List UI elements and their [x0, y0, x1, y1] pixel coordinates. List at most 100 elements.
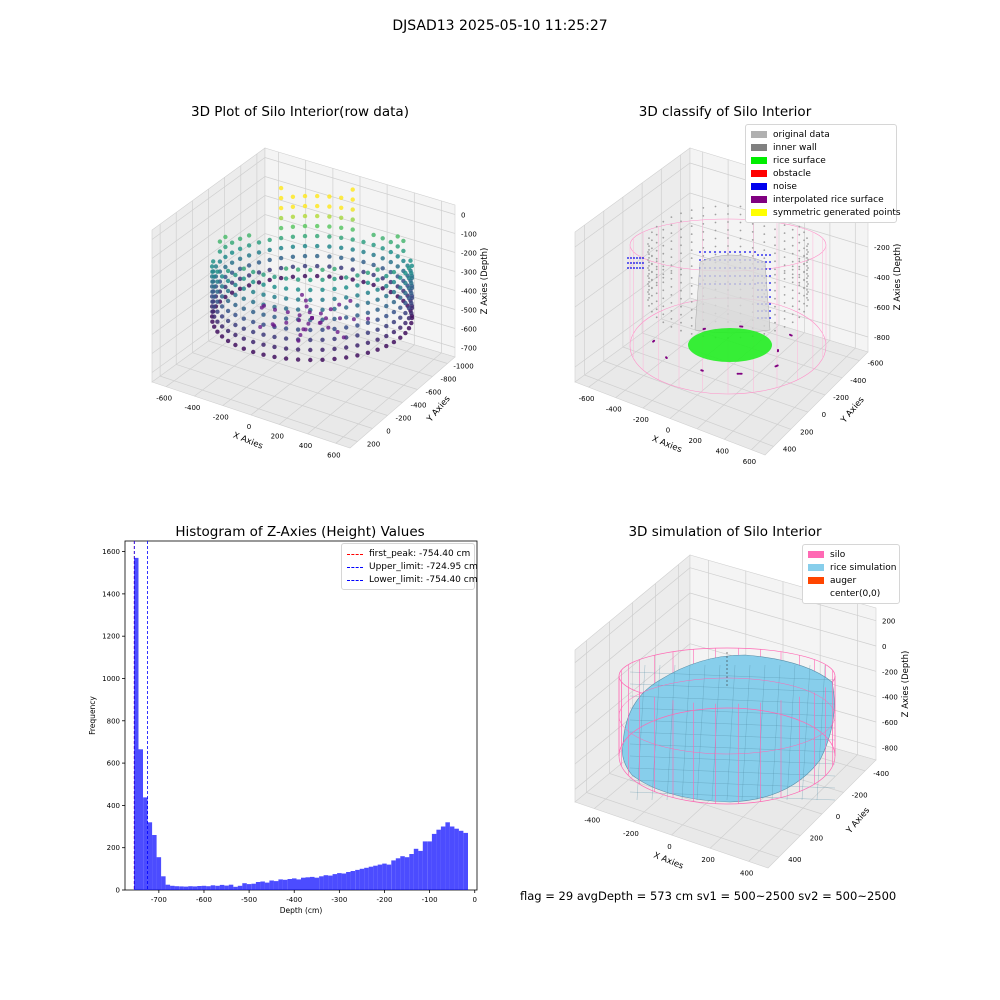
- wall-point: [798, 265, 801, 268]
- data-point: [267, 237, 272, 243]
- wall-point: [648, 297, 650, 299]
- histogram-bar: [400, 856, 405, 890]
- wall-point: [739, 253, 742, 256]
- data-point: [233, 332, 238, 338]
- wall-point: [680, 260, 682, 263]
- noise-point: [639, 257, 641, 259]
- data-point: [278, 235, 284, 241]
- z-tick-label: -500: [461, 307, 477, 315]
- interpolated-point: [741, 325, 744, 328]
- grid-line: [603, 211, 791, 430]
- data-point: [326, 325, 331, 330]
- y-tick-label: 0: [386, 428, 390, 436]
- data-point: [241, 316, 246, 321]
- histogram-bar: [314, 877, 319, 890]
- wall-point: [783, 294, 786, 296]
- wall-point: [670, 270, 673, 272]
- data-point: [320, 297, 325, 302]
- data-point: [344, 295, 349, 300]
- histogram-bar: [364, 867, 369, 890]
- wall-point: [680, 321, 682, 324]
- wall-point: [798, 233, 801, 236]
- wall-point: [806, 261, 808, 263]
- data-point: [332, 346, 337, 352]
- noise-point: [639, 262, 641, 264]
- histogram-bar: [445, 822, 450, 890]
- data-point: [223, 294, 228, 300]
- grid-line: [574, 222, 869, 308]
- grid-line: [224, 177, 418, 390]
- noise-point: [704, 251, 706, 253]
- wall-point: [648, 265, 650, 267]
- noise-point: [627, 267, 629, 269]
- noise-point: [719, 251, 721, 253]
- data-point: [332, 356, 337, 362]
- data-point: [344, 305, 349, 310]
- interpolated-point: [665, 356, 668, 359]
- wall-point: [806, 245, 808, 248]
- x-axis-label: Depth (cm): [280, 906, 323, 915]
- data-point: [344, 315, 349, 320]
- panel3-histogram: -700 -600 -500 -400 -300 -200 -100 0 0 200 400 600 8…: [88, 540, 478, 915]
- y-tick-label: -400: [411, 402, 427, 410]
- data-point: [241, 326, 246, 331]
- wall-point: [662, 313, 665, 316]
- data-point: [215, 289, 220, 294]
- data-point: [219, 314, 225, 319]
- data-point: [403, 270, 408, 276]
- histogram-bar: [273, 881, 279, 890]
- data-point: [241, 306, 246, 311]
- panel4-simulation-plot: -400 -200 0 200 400 400 200 0 -200 -400 200 0 -200 -4…: [574, 554, 911, 877]
- wall-point: [655, 249, 658, 252]
- data-point: [350, 237, 355, 242]
- silo-bottom-ring: [618, 707, 836, 805]
- x-tick-label: 200: [271, 432, 284, 440]
- wall-point: [763, 257, 766, 259]
- noise-point: [734, 251, 736, 253]
- histogram-bar: [337, 873, 342, 890]
- histogram-bar: [156, 857, 162, 890]
- wall-point: [714, 237, 717, 240]
- y-tick-label: 1000: [102, 675, 120, 683]
- histogram-bar: [404, 857, 410, 890]
- y-tick-label: 0: [822, 411, 826, 419]
- x-tick-label: -200: [623, 830, 639, 838]
- wall-point: [783, 302, 786, 304]
- grid-line: [574, 592, 877, 689]
- z-tick-label: -400: [882, 694, 898, 702]
- mesh-line: [801, 664, 811, 801]
- data-point: [403, 330, 408, 336]
- data-point: [361, 279, 366, 285]
- data-point: [391, 299, 397, 305]
- wall-point: [803, 255, 805, 258]
- data-point: [233, 302, 238, 308]
- wall-point: [670, 302, 673, 304]
- histogram-bar: [219, 884, 225, 890]
- x-tick-label: -400: [584, 817, 600, 825]
- x-tick-label: 400: [740, 869, 753, 877]
- data-point: [295, 307, 301, 312]
- histogram-bar: [188, 886, 193, 890]
- noise-point: [769, 254, 771, 256]
- data-point: [272, 354, 277, 360]
- data-point: [215, 309, 220, 314]
- data-point: [302, 273, 308, 279]
- histogram-bar: [359, 868, 365, 890]
- wall-point: [680, 236, 682, 239]
- data-point: [308, 287, 313, 293]
- mesh-line: [636, 664, 646, 801]
- grid-line: [250, 176, 361, 416]
- wall-point: [680, 329, 682, 332]
- data-point: [327, 224, 332, 229]
- data-point: [406, 296, 412, 301]
- legend-item: rice simulation: [808, 561, 896, 574]
- wall-point: [690, 233, 693, 236]
- wall-point: [739, 229, 742, 232]
- data-point: [380, 276, 385, 281]
- y-tick-label: 600: [107, 760, 120, 768]
- wall-point: [655, 233, 658, 236]
- histogram-bar: [179, 886, 184, 890]
- noise-point: [639, 267, 641, 269]
- wall-point: [783, 270, 786, 272]
- data-point: [310, 316, 314, 320]
